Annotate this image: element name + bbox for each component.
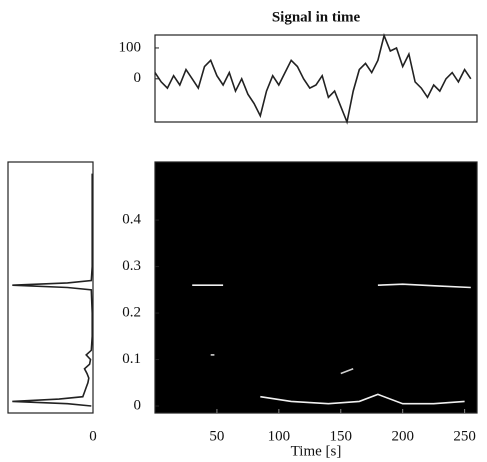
- y-tick-label: 0.1: [122, 351, 141, 367]
- y-tick-label: 0: [134, 397, 142, 413]
- ridge: [260, 393, 465, 405]
- plot-area: [154, 161, 478, 414]
- signal-line: [154, 33, 472, 125]
- x-tick-label: 100: [268, 428, 291, 444]
- x-tick-label: 50: [209, 428, 224, 444]
- y-tick-label: 100: [119, 39, 142, 55]
- spectrum-line: [12, 173, 93, 407]
- y-tick-label: 0: [134, 70, 142, 86]
- ridge: [377, 283, 471, 289]
- x-tick-label: 250: [453, 428, 476, 444]
- y-tick-label: 0.3: [122, 258, 141, 274]
- plot-area: [154, 34, 478, 123]
- ridge: [340, 368, 354, 375]
- y-tick-label: 0.4: [122, 212, 141, 228]
- chart-title: Signal in time: [272, 9, 361, 25]
- x-tick-label: 0: [89, 428, 97, 444]
- x-tick-label: 150: [330, 428, 353, 444]
- x-axis-label: Time [s]: [291, 443, 342, 459]
- x-tick-label: 200: [391, 428, 414, 444]
- y-tick-label: 0.2: [122, 305, 141, 321]
